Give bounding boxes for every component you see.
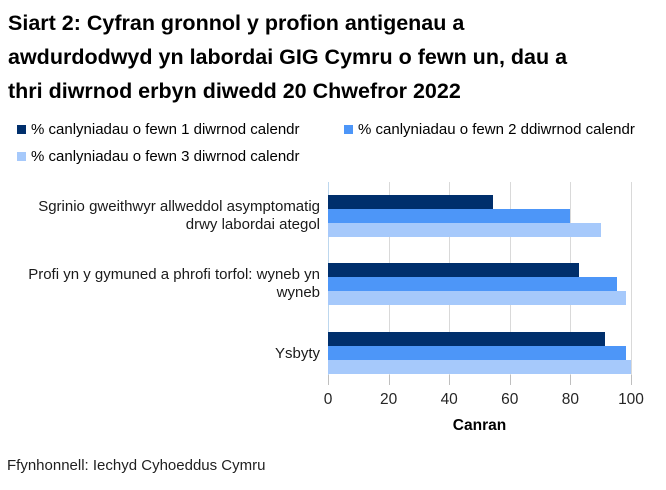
x-axis-tickmarks	[328, 375, 632, 385]
legend-label-1-day: % canlyniadau o fewn 1 diwrnod calendr	[31, 121, 300, 138]
chart-title-line-2: awdurdodwyd yn labordai GIG Cymru o fewn…	[8, 45, 568, 69]
bar-group1-series3	[328, 223, 601, 237]
bar-group2-series1	[328, 263, 580, 277]
category-label-hospital: Ysbyty	[274, 345, 320, 362]
bar-group1-series1	[328, 195, 494, 209]
chart-title: Siart 2: Cyfran gronnol y profion antige…	[8, 6, 663, 108]
x-axis-tick-labels: 0 20 40 60 80 100	[318, 391, 644, 409]
tickmark-80	[570, 375, 572, 385]
bar-group2-series2	[328, 277, 618, 291]
tick-label-20: 20	[379, 391, 398, 408]
legend-swatch-1-day-icon	[17, 125, 26, 134]
tick-label-100: 100	[618, 391, 644, 408]
category-label-community-testing: Profi yn y gymuned a phrofi torfol: wyne…	[28, 266, 320, 301]
tick-label-80: 80	[561, 391, 580, 408]
bar-group2-series3	[328, 291, 627, 305]
tick-label-0: 0	[323, 391, 333, 408]
legend-swatch-3-days-icon	[17, 152, 26, 161]
tickmark-40	[449, 375, 451, 385]
x-axis-title: Canran	[452, 417, 507, 434]
chart-title-line-3: thri diwrnod erbyn diwedd 20 Chwefror 20…	[8, 79, 461, 103]
tickmark-0	[328, 375, 329, 385]
tick-label-40: 40	[440, 391, 458, 408]
gridline-100	[631, 182, 632, 375]
tick-label-60: 60	[501, 391, 519, 408]
legend-label-2-days: % canlyniadau o fewn 2 ddiwrnod calendr	[358, 121, 635, 138]
legend-item-3-days: % canlyniadau o fewn 3 diwrnod calendr	[17, 148, 300, 165]
chart-title-line-1: Siart 2: Cyfran gronnol y profion antige…	[8, 11, 465, 35]
legend-item-1-day: % canlyniadau o fewn 1 diwrnod calendr	[17, 121, 300, 138]
bar-group3-series3	[328, 360, 631, 374]
tickmark-20	[388, 375, 390, 385]
source-note: Ffynhonnell: Iechyd Cyhoeddus Cymru	[7, 457, 266, 474]
tickmark-60	[509, 375, 511, 385]
bar-group3-series2	[328, 346, 627, 360]
plot-area	[328, 182, 632, 375]
bar-group3-series1	[328, 332, 606, 346]
legend-item-2-days: % canlyniadau o fewn 2 ddiwrnod calendr	[344, 121, 635, 138]
bar-group1-series2	[328, 209, 571, 223]
category-label-screening: Sgrinio gweithwyr allweddol asymptomatig…	[38, 198, 320, 233]
legend-swatch-2-days-icon	[344, 125, 353, 134]
legend-label-3-days: % canlyniadau o fewn 3 diwrnod calendr	[31, 148, 300, 165]
tickmark-100	[631, 375, 632, 385]
